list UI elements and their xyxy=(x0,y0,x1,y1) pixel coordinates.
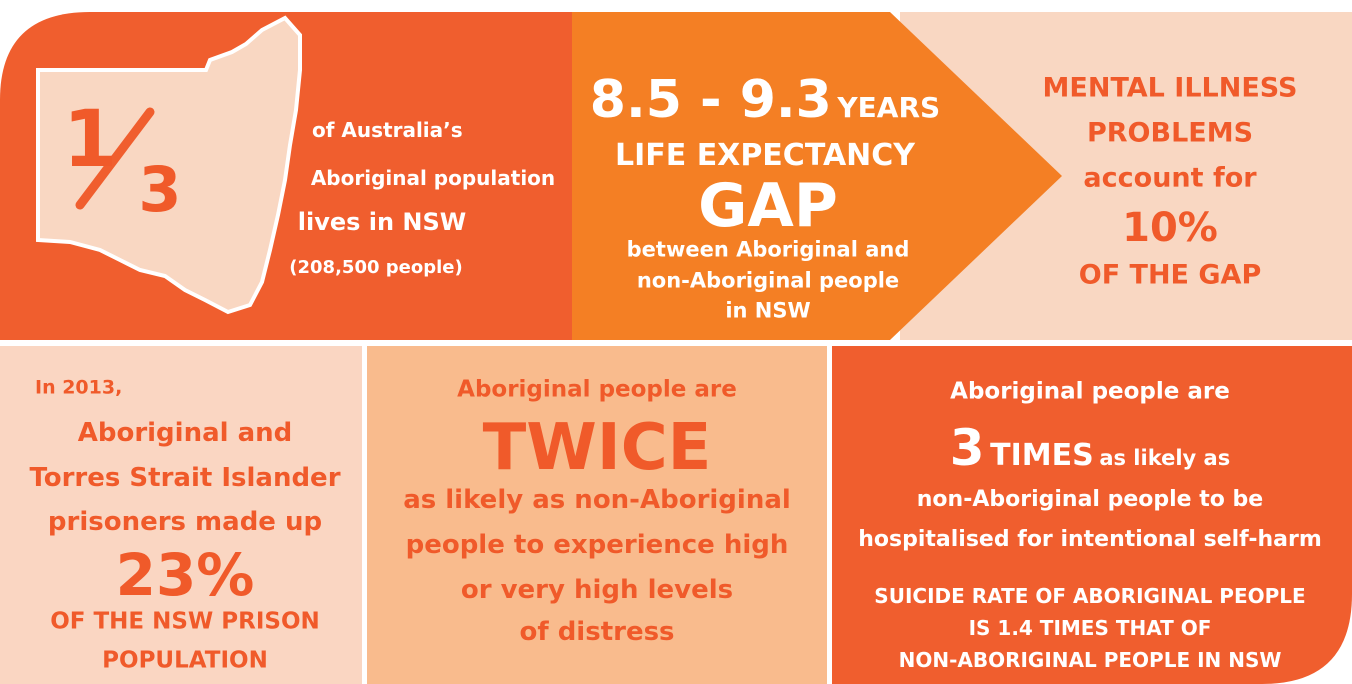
text-line: between Aboriginal and xyxy=(626,237,910,262)
footer: SUICIDE RATE OF ABORIGINAL PEOPLE xyxy=(874,584,1306,608)
text-line: Aboriginal and xyxy=(77,418,293,448)
unit: YEARS xyxy=(837,91,941,124)
text-line: as likely as non-Aboriginal xyxy=(403,485,791,515)
text-line: hospitalised for intentional self-harm xyxy=(858,527,1322,552)
footer: POPULATION xyxy=(102,647,268,674)
text-line: account for xyxy=(1083,162,1257,194)
big-text: TWICE xyxy=(482,411,712,485)
headline: 8.5 - 9.3 YEARS xyxy=(590,74,940,126)
big-text: 23% xyxy=(115,541,255,609)
panel-life xyxy=(572,12,1062,340)
footer: IS 1.4 TIMES THAT OF xyxy=(968,616,1212,640)
intro: Aboriginal people are xyxy=(950,378,1230,405)
intro: In 2013, xyxy=(35,376,123,399)
text-line: or very high levels xyxy=(460,575,734,605)
text-line: of Australia’s xyxy=(312,118,463,142)
text-line: Torres Strait Islander xyxy=(29,463,341,493)
big-text: 10% xyxy=(1122,205,1218,251)
text-line: of distress xyxy=(519,617,675,647)
fraction-denominator: 3 xyxy=(138,153,182,226)
text-line: PROBLEMS xyxy=(1086,117,1254,149)
range: 8.5 - 9.3 xyxy=(589,70,832,130)
unit: TIMES xyxy=(990,438,1094,473)
heading: LIFE EXPECTANCY xyxy=(614,138,916,173)
text-line: non-Aboriginal people xyxy=(636,268,900,293)
text-line: Aboriginal population xyxy=(310,166,556,190)
headline: 3 TIMES as likely as xyxy=(950,423,1230,473)
text-line: MENTAL ILLNESS xyxy=(1042,72,1298,104)
footer: OF THE GAP xyxy=(1078,259,1262,291)
text-line: prisoners made up xyxy=(47,507,323,537)
text-line: lives in NSW xyxy=(297,208,467,236)
fraction-slash xyxy=(75,107,155,210)
big-text: GAP xyxy=(698,171,838,241)
footer: NON-ABORIGINAL PEOPLE IN NSW xyxy=(898,648,1282,672)
panel-prisoners xyxy=(0,346,362,684)
text-line: non-Aboriginal people to be xyxy=(916,487,1264,512)
footer: OF THE NSW PRISON xyxy=(50,608,320,635)
big-text: 3 xyxy=(949,419,985,477)
panel-self-harm xyxy=(832,346,1352,684)
text-line: in NSW xyxy=(725,298,811,323)
fraction-numerator: 1 xyxy=(62,95,118,185)
tail: as likely as xyxy=(1099,446,1231,470)
panel-distress xyxy=(367,346,827,684)
text-line: (208,500 people) xyxy=(289,257,463,278)
intro: Aboriginal people are xyxy=(457,376,737,403)
nsw-map xyxy=(36,15,302,315)
text-line: people to experience high xyxy=(405,530,789,560)
